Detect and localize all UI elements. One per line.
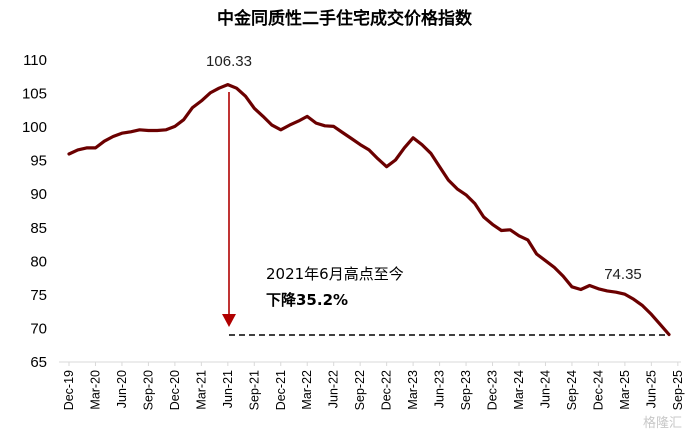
x-tick-label: Jun-22 xyxy=(327,370,341,408)
watermark-logo: 格隆汇 xyxy=(643,415,682,431)
x-tick-label: Sep-23 xyxy=(459,370,473,410)
x-tick-label: Dec-21 xyxy=(274,370,288,410)
x-tick-label: Dec-23 xyxy=(486,370,500,410)
x-tick-label: Dec-24 xyxy=(591,370,605,410)
drop-annotation-line2: 下降35.2% xyxy=(266,291,348,309)
x-tick-label: Sep-20 xyxy=(141,370,155,410)
x-axis: Dec-19 Mar-20 Jun-20 Sep-20 Dec-20 Mar-21 Jun-… xyxy=(59,361,685,410)
series-group xyxy=(67,82,671,337)
x-tick-label: Mar-22 xyxy=(300,370,314,410)
y-tick-label: 75 xyxy=(30,287,47,304)
x-tick-label: Jun-25 xyxy=(644,370,658,408)
x-tick-label: Sep-24 xyxy=(565,370,579,410)
x-tick-label: Mar-25 xyxy=(618,370,632,410)
x-tick-label: Mar-24 xyxy=(512,370,526,410)
chart-title: 中金同质性二手住宅成交价格指数 xyxy=(217,8,473,29)
x-tick-label: Sep-25 xyxy=(671,370,685,410)
decline-arrow-head xyxy=(222,314,236,327)
y-tick-label: 90 xyxy=(30,186,47,203)
x-tick-label: Sep-22 xyxy=(353,370,367,410)
y-tick-label: 70 xyxy=(30,320,47,337)
x-tick-label: Dec-22 xyxy=(380,370,394,410)
y-tick-label: 105 xyxy=(22,86,47,103)
y-tick-label: 85 xyxy=(30,220,47,237)
x-tick-label: Mar-21 xyxy=(194,370,208,410)
x-tick-label: Mar-20 xyxy=(88,370,102,410)
y-tick-label: 80 xyxy=(30,253,47,270)
x-tick-label: Sep-21 xyxy=(247,370,261,410)
x-tick-label: Jun-21 xyxy=(221,370,235,408)
peak-value-label: 106.33 xyxy=(206,53,252,70)
x-tick-label: Dec-20 xyxy=(168,370,182,410)
y-tick-label: 110 xyxy=(23,52,47,69)
y-tick-label: 65 xyxy=(30,354,47,371)
x-tick-label: Jun-23 xyxy=(433,370,447,408)
y-tick-label: 95 xyxy=(30,153,47,170)
y-axis: 65 70 75 80 85 90 95 100 105 110 xyxy=(22,52,47,371)
x-tick-label: Dec-19 xyxy=(62,370,76,410)
x-tick-label: Mar-23 xyxy=(406,370,420,410)
x-tick-label: Jun-20 xyxy=(115,370,129,408)
x-tick-label: Jun-24 xyxy=(538,370,552,408)
series-line xyxy=(67,82,671,337)
last-value-label: 74.35 xyxy=(604,266,642,283)
y-tick-label: 100 xyxy=(22,119,47,136)
drop-annotation-line1: 2021年6月高点至今 xyxy=(266,265,404,283)
